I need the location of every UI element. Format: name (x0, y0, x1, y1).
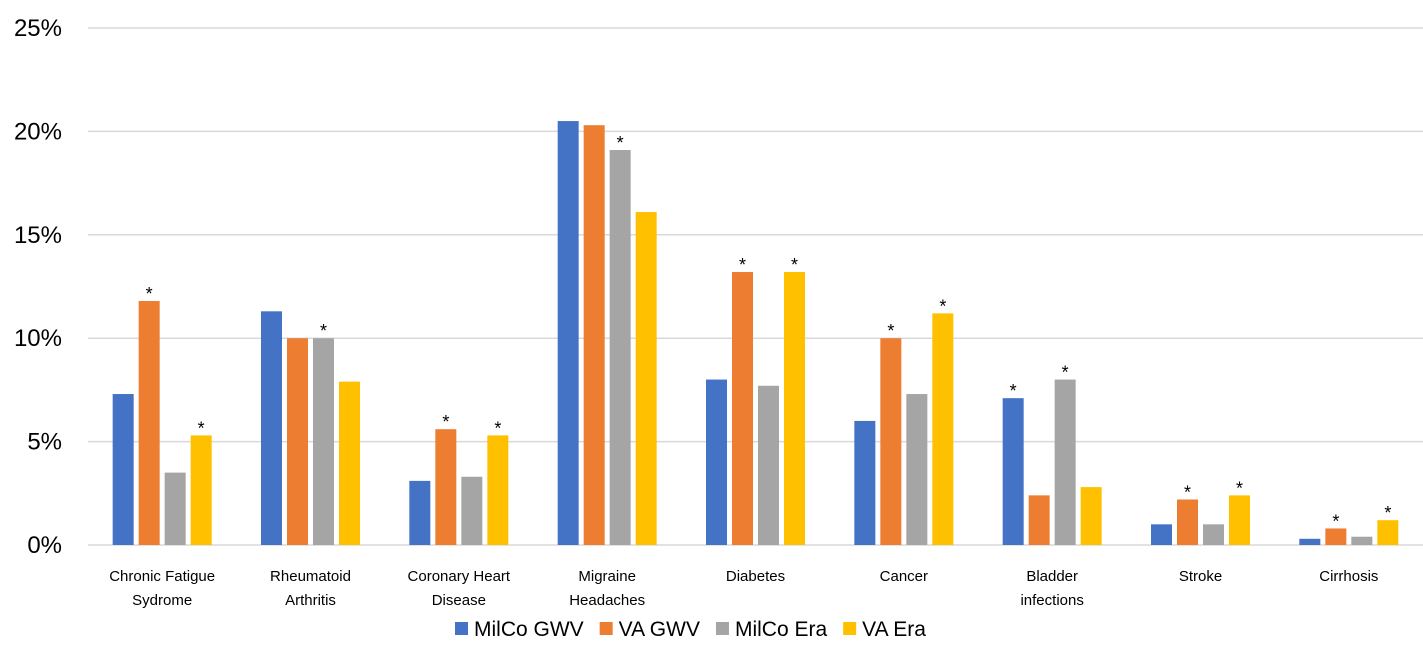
bar (190, 435, 212, 545)
bar (784, 272, 805, 545)
bar (138, 300, 160, 545)
bar (906, 394, 928, 545)
bar (732, 272, 753, 545)
bar (557, 121, 579, 545)
legend-label: MilCo GWV (474, 618, 584, 641)
y-axis-ticks: 0% 5% 10% 15% 20% 25% (14, 15, 62, 559)
bar (1028, 495, 1050, 545)
x-tick-label: Sydrome (132, 592, 192, 609)
bar (706, 379, 727, 545)
bar (635, 212, 657, 545)
x-tick-label: Chronic Fatigue (109, 568, 215, 585)
significance-marker: * (320, 321, 327, 341)
legend-swatch (843, 622, 857, 635)
y-tick-label: 10% (14, 325, 62, 352)
bar (409, 480, 431, 545)
significance-marker: * (939, 296, 946, 316)
x-tick-label: Coronary Heart (408, 568, 511, 585)
bar (1177, 499, 1198, 545)
bar (112, 394, 134, 545)
significance-marker: * (617, 133, 624, 153)
bar (261, 311, 282, 545)
gridlines (88, 27, 1423, 546)
bar (1151, 524, 1172, 545)
bar (1080, 487, 1102, 545)
legend-swatch (715, 622, 729, 635)
bar (1325, 528, 1347, 545)
bar (880, 338, 902, 545)
bar (583, 125, 605, 546)
legend: MilCo GWV VA GWV MilCo Era VA Era (455, 618, 926, 641)
significance-marker: * (1062, 363, 1069, 383)
significance-marker: * (1010, 381, 1017, 401)
x-tick-label: Diabetes (726, 568, 785, 585)
legend-label: VA Era (862, 618, 926, 641)
significance-marker: * (887, 321, 894, 341)
bar (1203, 524, 1224, 545)
significance-marker: * (198, 418, 205, 438)
x-tick-label: Arthritis (285, 592, 336, 609)
bar (339, 381, 360, 545)
legend-label: VA GWV (619, 618, 700, 641)
significance-marker: * (1236, 478, 1243, 498)
significance-marker: * (791, 255, 798, 275)
significance-marker: * (1184, 483, 1191, 503)
bar (1229, 495, 1250, 545)
x-tick-label: Bladder (1026, 568, 1078, 585)
bar (487, 435, 509, 545)
bar (1002, 398, 1024, 545)
legend-swatch (599, 622, 613, 635)
bar (1377, 520, 1399, 545)
x-tick-label: Headaches (569, 592, 645, 609)
y-tick-label: 0% (27, 532, 62, 559)
significance-marker: * (1384, 503, 1391, 523)
bar (932, 313, 954, 545)
significance-marker: * (1332, 511, 1339, 531)
y-tick-label: 5% (27, 429, 62, 456)
bar (435, 429, 457, 545)
bar (461, 476, 483, 545)
legend-label: MilCo Era (735, 618, 828, 641)
legend-swatch (455, 622, 468, 635)
bar (1299, 538, 1321, 545)
bar (287, 338, 308, 545)
x-tick-label: Cancer (880, 568, 928, 585)
significance-marker: * (442, 412, 449, 432)
x-tick-label: infections (1020, 592, 1083, 609)
bar (1054, 379, 1076, 545)
significance-marker: * (739, 255, 746, 275)
x-tick-label: Stroke (1179, 568, 1222, 585)
bar (758, 385, 779, 545)
bar (609, 150, 631, 545)
significance-marker: * (146, 284, 153, 304)
significance-marker: * (494, 418, 501, 438)
x-tick-label: Rheumatoid (270, 568, 351, 585)
bar (854, 420, 876, 545)
x-tick-label: Cirrhosis (1319, 568, 1378, 585)
y-tick-label: 20% (14, 118, 62, 145)
bar (1351, 536, 1373, 545)
x-axis-ticks: Chronic Fatigue Sydrome Rheumatoid Arthriti… (109, 568, 1378, 609)
y-tick-label: 25% (14, 15, 62, 42)
x-tick-label: Disease (432, 592, 486, 609)
y-tick-label: 15% (14, 222, 62, 249)
bar (164, 472, 186, 545)
bars (112, 121, 1399, 546)
bar (313, 338, 334, 545)
x-tick-label: Migraine (578, 568, 636, 585)
significance-markers: * * * * * * * * * * * * * * * * (146, 133, 1392, 531)
